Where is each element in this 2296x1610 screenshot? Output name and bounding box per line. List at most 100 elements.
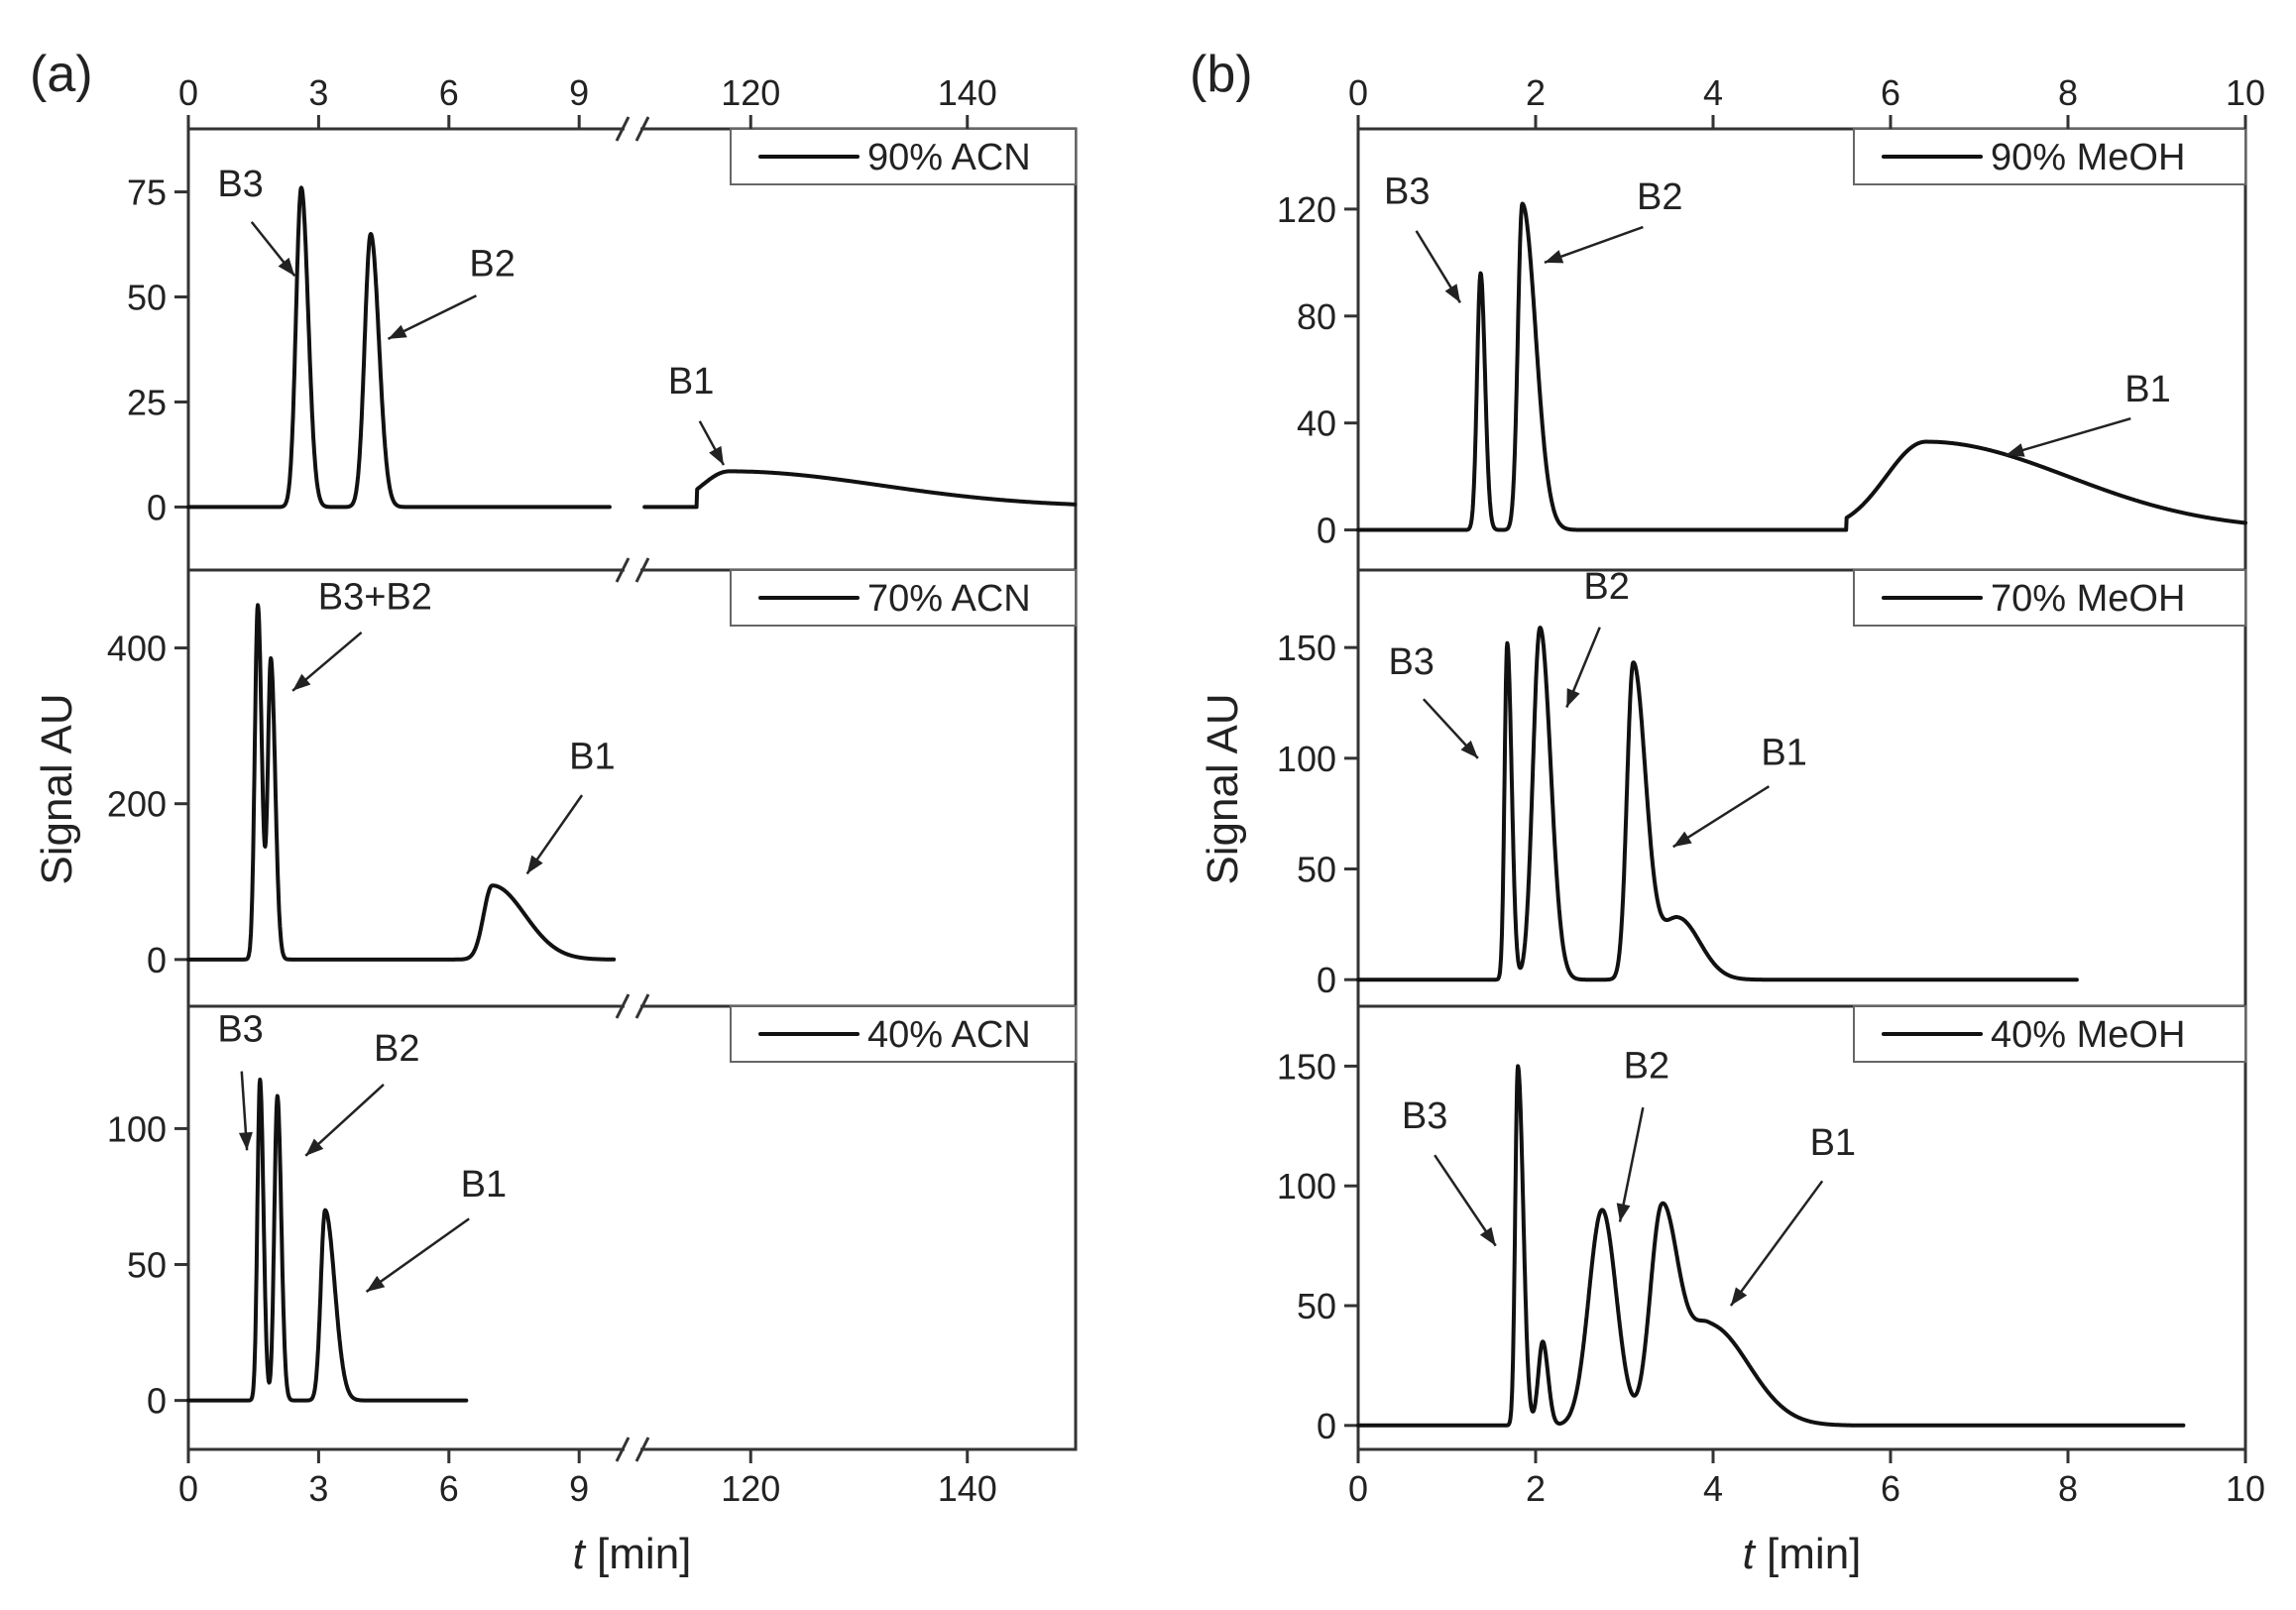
annotation-arrowhead: [292, 673, 311, 691]
subplot-a-1: 0 25 50 75 90% ACN B3 B2 B1: [127, 127, 1078, 572]
annotation-arrowhead: [1672, 831, 1692, 848]
y-tick-label: 80: [1297, 296, 1336, 337]
y-tick-label: 400: [107, 629, 167, 669]
y-tick-label: 50: [127, 1245, 167, 1286]
y-tick-label: 0: [1317, 960, 1336, 1000]
annotation-arrowhead: [305, 1138, 324, 1156]
x-tick-label-top: 120: [721, 72, 780, 113]
annotation-arrowhead: [1730, 1287, 1748, 1307]
x-tick-label-bottom: 120: [721, 1468, 780, 1509]
trace: [1356, 201, 2247, 532]
subplot-frame: [186, 568, 1078, 1008]
y-tick-label: 100: [1277, 1166, 1336, 1207]
peak-label-b2: B2: [1583, 566, 1629, 608]
x-tick-label-top: 4: [1703, 72, 1723, 113]
axis-break-gap: [625, 1000, 640, 1012]
annotation-arrowhead: [709, 445, 724, 466]
peak-label-b3: B3: [217, 1009, 263, 1051]
x-tick-label-bottom: 2: [1526, 1468, 1546, 1509]
annotation-arrowhead: [1616, 1203, 1631, 1222]
annotation-arrowhead: [278, 257, 295, 277]
axis-break-mark: [615, 116, 631, 142]
x-tick-label-top: 140: [938, 72, 997, 113]
y-axis-title-a: Signal AU: [33, 693, 81, 884]
annotation-arrowhead: [1460, 740, 1478, 758]
y-tick-label: 40: [1297, 403, 1336, 444]
axis-break-mark: [615, 993, 631, 1019]
x-tick-label-top: 6: [1881, 72, 1900, 113]
y-tick-label: 0: [1317, 1406, 1336, 1446]
axis-break-gap: [625, 564, 640, 576]
subplot-a-2: 0 200 400 70% ACN B3+B2 B1: [107, 568, 1078, 1008]
y-tick-label: 150: [1277, 1046, 1336, 1087]
trace-segment-2: [642, 469, 1078, 510]
annotation-arrow: [2005, 416, 2131, 457]
x-tick-label-bottom: 0: [178, 1468, 198, 1509]
peak-label-b2: B2: [469, 243, 515, 285]
annotation-arrowhead: [1566, 688, 1580, 708]
panel-label-b: (b): [1190, 46, 1253, 103]
annotation-arrow: [365, 1217, 470, 1293]
subplot-a-3: 0 50 100 40% ACN B3 B2 B1: [107, 1004, 1078, 1451]
x-tick-label-bottom: 9: [569, 1468, 589, 1509]
x-tick-label-bottom: 10: [2226, 1468, 2265, 1509]
panel-label-a: (a): [30, 46, 93, 103]
peak-label-b2: B2: [1637, 176, 1682, 218]
x-tick-label-bottom: 6: [1881, 1468, 1900, 1509]
peak-label-b2: B2: [374, 1028, 419, 1070]
x-tick-label-bottom: 0: [1348, 1468, 1368, 1509]
axis-break-mark: [615, 1437, 631, 1462]
axis-break-gap: [625, 1443, 640, 1455]
peak-label-b1: B1: [569, 736, 615, 777]
annotation-arrowhead: [238, 1131, 253, 1151]
peak-label-b3: B3: [1388, 641, 1434, 683]
y-tick-label: 75: [127, 172, 167, 213]
x-tick-label-bottom: 6: [439, 1468, 459, 1509]
x-axis-unit: [min]: [585, 1530, 692, 1578]
peak-label-b1: B1: [461, 1164, 507, 1206]
y-tick-label: 120: [1277, 189, 1336, 230]
subplot-b-3: 0 50 100 150 40% MeOH B3 B2 B1: [1277, 1004, 2247, 1451]
legend-label: 70% MeOH: [1991, 578, 2185, 620]
y-tick-label: 0: [147, 1381, 167, 1422]
x-axis-var: t: [1743, 1530, 1757, 1578]
annotation-arrowhead: [2006, 443, 2025, 457]
annotation-arrow: [1618, 1106, 1645, 1222]
axis-break-gap: [625, 123, 640, 135]
annotation-arrowhead: [1479, 1226, 1496, 1246]
peak-label-b3: B3: [217, 164, 263, 205]
x-tick-label-top: 0: [1348, 72, 1368, 113]
trace-segment-1: [186, 1078, 469, 1403]
x-axis-unit: [min]: [1755, 1530, 1862, 1578]
axis-break-mark: [634, 1437, 650, 1462]
peak-label-b1: B1: [668, 361, 714, 402]
legend-label: 90% ACN: [867, 137, 1031, 178]
annotation-arrowhead: [366, 1275, 386, 1292]
x-tick-label-bottom: 3: [308, 1468, 328, 1509]
y-tick-label: 0: [147, 940, 167, 980]
y-tick-label: 100: [107, 1108, 167, 1149]
annotation-arrowhead: [526, 855, 543, 874]
annotation-arrow: [1729, 1180, 1824, 1307]
legend-label: 70% ACN: [867, 578, 1031, 620]
legend-label: 40% MeOH: [1991, 1014, 2185, 1056]
y-tick-label: 50: [1297, 850, 1336, 890]
trace: [1356, 626, 2079, 982]
x-tick-label-top: 8: [2058, 72, 2078, 113]
axis-break-mark: [615, 557, 631, 583]
y-tick-label: 100: [1277, 739, 1336, 779]
x-tick-label-top: 0: [178, 72, 198, 113]
subplot-b-2: 0 50 100 150 70% MeOH B3 B2 B1: [1277, 566, 2247, 1008]
annotation-arrowhead: [1544, 250, 1564, 264]
y-tick-label: 0: [147, 487, 167, 527]
y-tick-label: 50: [1297, 1286, 1336, 1326]
y-tick-label: 200: [107, 784, 167, 825]
subplot-b-1: 0 40 80 120 90% MeOH B3 B2 B1: [1277, 127, 2247, 572]
y-tick-label: 150: [1277, 628, 1336, 668]
x-tick-label-top: 9: [569, 72, 589, 113]
axis-break-mark: [634, 993, 650, 1019]
annotation-arrow: [1434, 1154, 1497, 1247]
x-tick-label-top: 2: [1526, 72, 1546, 113]
x-tick-label-top: 3: [308, 72, 328, 113]
